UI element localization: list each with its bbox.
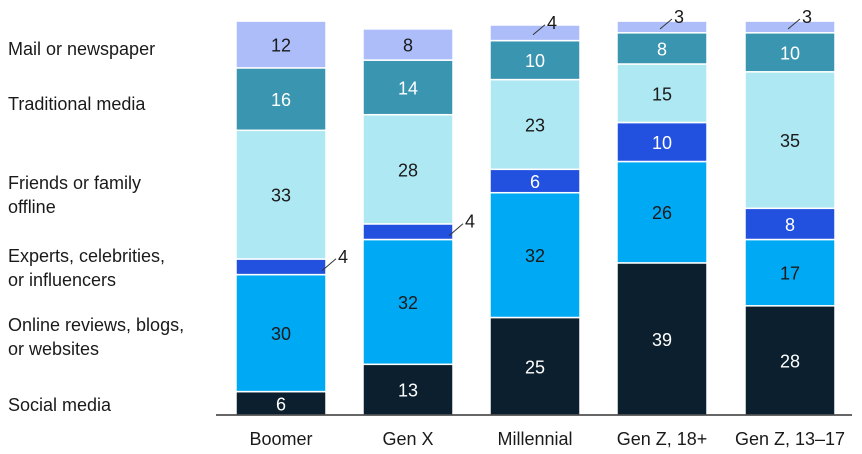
data-label-mail-or-newspaper-millennial: 4 — [547, 13, 557, 33]
x-tick-label-gen-z-18: Gen Z, 18+ — [617, 429, 708, 449]
bar-segment-social-media-gen-x — [362, 363, 454, 416]
bar-segment-online-reviews-blogs-or-websites-gen-z-18 — [616, 160, 708, 264]
bar-stack-millennial: 25 32 6 23 104 — [489, 13, 581, 416]
legend-item-traditional-media: Traditional media — [8, 94, 146, 114]
data-label-online-reviews-blogs-or-websites-gen-z-13-17: 17 — [780, 264, 800, 284]
data-label-online-reviews-blogs-or-websites-millennial: 32 — [525, 246, 545, 266]
x-tick-label-boomer: Boomer — [249, 429, 312, 449]
data-label-friends-or-family-offline-gen-x: 28 — [398, 160, 418, 180]
legend-item-friends-or-family-offline: Friends or family offline — [8, 173, 141, 217]
data-label-traditional-media-gen-x: 14 — [398, 78, 418, 98]
data-label-social-media-boomer: 6 — [276, 394, 286, 414]
bar-segment-traditional-media-gen-z-13-17 — [744, 32, 836, 73]
data-label-mail-or-newspaper-gen-z-18: 3 — [674, 7, 684, 27]
legend-item-social-media: Social media — [8, 395, 112, 415]
legend: Social media Online reviews, blogs, or web… — [8, 39, 184, 415]
data-label-online-reviews-blogs-or-websites-boomer: 30 — [271, 324, 291, 344]
bar-segment-social-media-millennial — [489, 316, 581, 416]
legend-label: Experts, celebrities, — [8, 246, 165, 266]
x-tick-label-gen-x: Gen X — [382, 429, 433, 449]
data-label-mail-or-newspaper-gen-x: 8 — [403, 36, 413, 56]
data-label-social-media-gen-z-13-17: 28 — [780, 351, 800, 371]
bar-segment-friends-or-family-offline-millennial — [489, 78, 581, 171]
legend-label: or websites — [8, 339, 99, 359]
data-label-online-reviews-blogs-or-websites-gen-x: 32 — [398, 293, 418, 313]
data-label-traditional-media-millennial: 10 — [525, 51, 545, 71]
data-label-experts-celebrities-or-influencers-gen-x: 4 — [465, 212, 475, 232]
data-label-social-media-gen-z-18: 39 — [652, 330, 672, 350]
legend-item-mail-or-newspaper: Mail or newspaper — [8, 39, 155, 59]
legend-item-experts-celebrities-or-influencers: Experts, celebrities, or influencers — [8, 246, 165, 290]
callout-line — [532, 24, 546, 36]
legend-label: Online reviews, blogs, — [8, 315, 184, 335]
data-label-friends-or-family-offline-gen-z-18: 15 — [652, 84, 672, 104]
data-label-experts-celebrities-or-influencers-gen-z-13-17: 8 — [785, 215, 795, 235]
legend-label: or influencers — [8, 270, 116, 290]
data-label-experts-celebrities-or-influencers-gen-z-18: 10 — [652, 133, 672, 153]
bar-segment-mail-or-newspaper-gen-x — [362, 28, 454, 61]
legend-item-online-reviews-blogs-or-websites: Online reviews, blogs, or websites — [8, 315, 184, 359]
data-label-experts-celebrities-or-influencers-boomer: 4 — [338, 247, 348, 267]
bar-segment-online-reviews-blogs-or-websites-millennial — [489, 191, 581, 319]
data-label-mail-or-newspaper-boomer: 12 — [271, 36, 291, 56]
bar-segment-friends-or-family-offline-gen-x — [362, 113, 454, 225]
legend-label: Social media — [8, 395, 112, 415]
legend-label: Traditional media — [8, 94, 146, 114]
bar-segment-experts-celebrities-or-influencers-gen-x — [362, 223, 454, 241]
callout-line — [787, 18, 801, 30]
plot-area: 6304331612133242814825326231043926101583… — [235, 7, 836, 416]
x-tick-label-millennial: Millennial — [497, 429, 572, 449]
data-label-traditional-media-gen-z-13-17: 10 — [780, 43, 800, 63]
data-label-social-media-gen-x: 13 — [398, 381, 418, 401]
bar-segment-social-media-gen-z-13-17 — [744, 305, 836, 416]
data-label-traditional-media-boomer: 16 — [271, 90, 291, 110]
data-label-experts-celebrities-or-influencers-millennial: 6 — [530, 172, 540, 192]
data-label-friends-or-family-offline-boomer: 33 — [271, 186, 291, 206]
bar-segment-online-reviews-blogs-or-websites-boomer — [235, 273, 327, 393]
bar-segment-traditional-media-gen-x — [362, 59, 454, 116]
data-label-traditional-media-gen-z-18: 8 — [657, 39, 667, 59]
bar-segment-mail-or-newspaper-boomer — [235, 20, 327, 69]
bar-segment-friends-or-family-offline-gen-z-18 — [616, 63, 708, 124]
data-label-friends-or-family-offline-millennial: 23 — [525, 115, 545, 135]
bar-stack-boomer: 6 30 4 33 16 12 — [235, 20, 348, 416]
bar-segment-traditional-media-gen-z-18 — [616, 32, 708, 65]
data-label-mail-or-newspaper-gen-z-13-17: 3 — [802, 7, 812, 27]
bar-stack-gen-z-13-17: 28 17 8 35 103 — [744, 7, 836, 416]
bar-segment-online-reviews-blogs-or-websites-gen-z-13-17 — [744, 238, 836, 307]
data-label-friends-or-family-offline-gen-z-13-17: 35 — [780, 131, 800, 151]
callout-line — [321, 258, 337, 272]
bar-stack-gen-x: 13 32 4 28 14 8 — [362, 28, 475, 416]
bar-segment-friends-or-family-offline-boomer — [235, 129, 327, 260]
bar-segment-traditional-media-millennial — [489, 39, 581, 81]
x-tick-label-gen-z-13-17: Gen Z, 13–17 — [735, 429, 845, 449]
legend-label: Friends or family — [8, 173, 141, 193]
legend-label: offline — [8, 197, 56, 217]
data-label-social-media-millennial: 25 — [525, 357, 545, 377]
callout-line — [659, 18, 673, 30]
bar-segment-experts-celebrities-or-influencers-boomer — [235, 258, 327, 276]
bar-segment-online-reviews-blogs-or-websites-gen-x — [362, 238, 454, 366]
x-axis-labels: Boomer Gen X Millennial Gen Z, 18+ Gen Z, 13… — [249, 429, 845, 449]
bar-segment-experts-celebrities-or-influencers-gen-z-13-17 — [744, 207, 836, 241]
bar-segment-experts-celebrities-or-influencers-gen-z-18 — [616, 121, 708, 163]
callout-line — [448, 223, 464, 237]
legend-label: Mail or newspaper — [8, 39, 155, 59]
bar-stack-gen-z-18: 39 26 10 15 83 — [616, 7, 708, 416]
data-label-online-reviews-blogs-or-websites-gen-z-18: 26 — [652, 203, 672, 223]
